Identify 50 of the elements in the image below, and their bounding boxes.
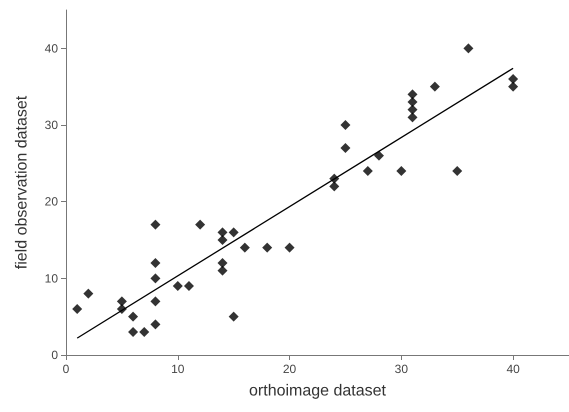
x-tick-label: 20 xyxy=(282,362,297,376)
point xyxy=(430,82,440,92)
point xyxy=(408,104,418,115)
point xyxy=(262,242,272,253)
point xyxy=(150,296,160,306)
y-tick-label: 20 xyxy=(44,194,58,209)
point xyxy=(217,227,228,238)
point xyxy=(508,74,518,84)
point xyxy=(362,166,373,176)
point xyxy=(184,281,194,291)
point xyxy=(228,227,239,238)
point xyxy=(240,242,250,253)
y-tick-label: 0 xyxy=(51,348,58,362)
y-tick-label: 30 xyxy=(44,118,58,132)
point xyxy=(72,304,82,314)
x-tick-label: 30 xyxy=(394,362,408,376)
point xyxy=(172,281,183,291)
point xyxy=(150,258,160,268)
point xyxy=(217,235,228,245)
point xyxy=(195,220,206,230)
x-tick-label: 0 xyxy=(62,362,70,376)
point xyxy=(452,166,462,176)
point xyxy=(150,319,160,330)
y-tick-label: 10 xyxy=(44,271,58,286)
point xyxy=(128,312,138,322)
x-axis-title: orthoimage dataset xyxy=(249,382,387,400)
point xyxy=(340,120,350,130)
point xyxy=(408,112,418,122)
point xyxy=(217,258,228,268)
point xyxy=(408,89,418,100)
x-tick-label: 40 xyxy=(506,362,520,376)
point xyxy=(463,43,474,54)
point xyxy=(128,327,138,337)
point xyxy=(150,273,160,284)
point xyxy=(508,82,518,92)
point xyxy=(374,150,384,161)
y-tick-label: 40 xyxy=(44,41,58,56)
point xyxy=(150,220,160,230)
y-axis-title: field observation dataset xyxy=(14,95,30,270)
point xyxy=(116,296,127,306)
point xyxy=(83,288,94,299)
point xyxy=(228,312,239,322)
point xyxy=(329,181,340,192)
point xyxy=(284,242,295,253)
point xyxy=(340,143,350,153)
point xyxy=(408,97,418,107)
x-tick-label: 10 xyxy=(171,362,185,376)
point xyxy=(217,266,228,276)
point xyxy=(139,327,150,337)
point xyxy=(396,166,406,176)
